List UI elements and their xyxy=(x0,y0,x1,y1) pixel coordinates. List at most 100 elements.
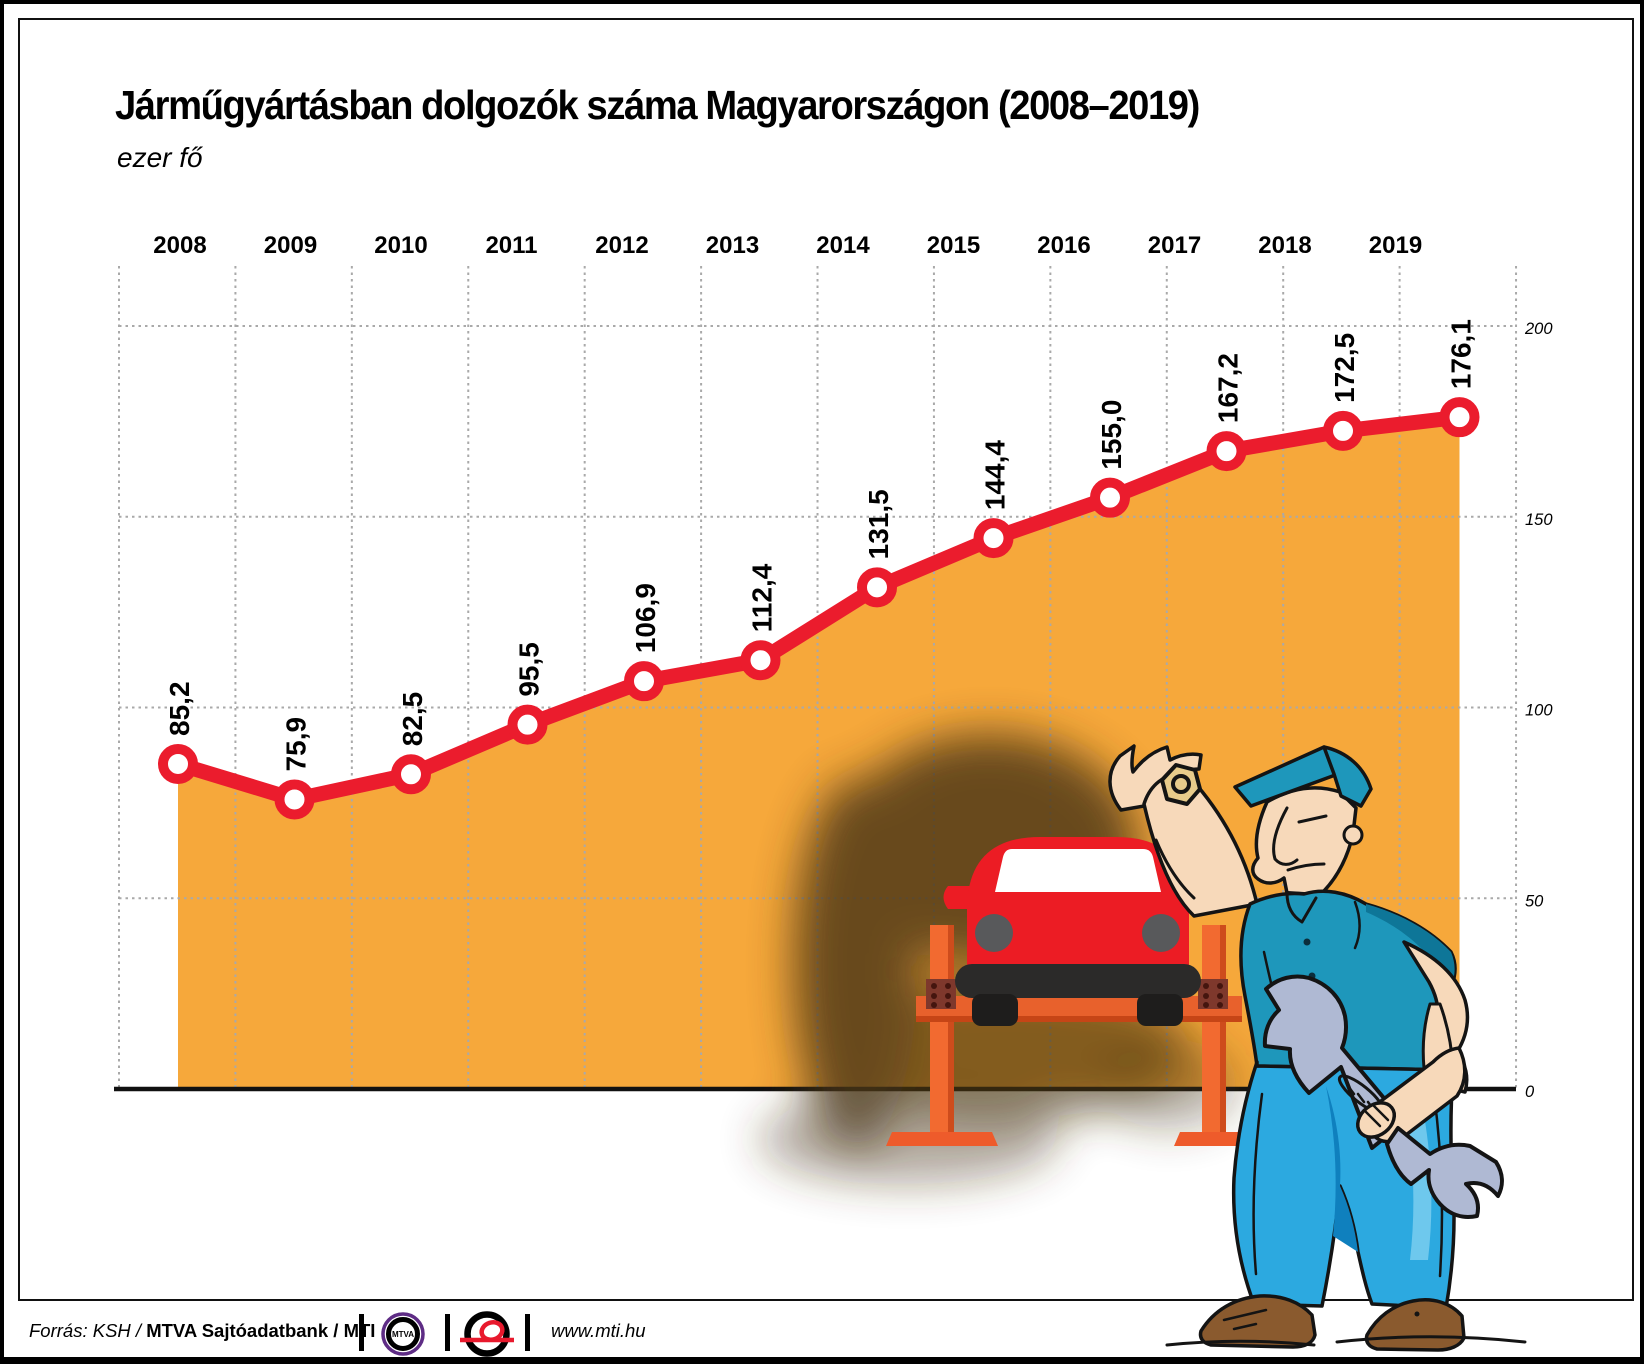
lift-left-foot xyxy=(886,1132,998,1146)
bolt xyxy=(931,983,937,989)
nut-hole xyxy=(1171,774,1191,794)
year-label: 2010 xyxy=(374,232,427,259)
cap-crown xyxy=(1322,745,1373,808)
bolt xyxy=(1203,993,1209,999)
bottom-black-bar xyxy=(4,1357,1640,1360)
footer-separator xyxy=(445,1314,450,1351)
car-headlight-right xyxy=(1142,914,1180,952)
bolt xyxy=(945,983,951,989)
arm-sketch-line xyxy=(1154,838,1196,900)
value-label: 85,2 xyxy=(164,681,195,736)
right-shoe xyxy=(1364,1298,1466,1352)
collar-sketch xyxy=(1285,891,1318,924)
year-label: 2009 xyxy=(264,232,317,259)
car-headlight-left xyxy=(975,914,1013,952)
shadow-blob xyxy=(759,734,1239,1184)
data-point-marker xyxy=(857,567,897,608)
data-point-marker xyxy=(740,640,781,681)
lift-beam-shade xyxy=(916,1016,1242,1022)
year-label: 2008 xyxy=(153,232,206,259)
mti-logo-icon xyxy=(460,1311,514,1357)
ground-line-right xyxy=(1335,1335,1527,1344)
value-label: 167,2 xyxy=(1213,353,1244,423)
data-point-marker xyxy=(274,779,315,820)
bolt xyxy=(945,1002,951,1008)
page-title: Járműgyártásban dolgozók száma Magyarors… xyxy=(115,82,1200,128)
shirt-button xyxy=(1303,938,1311,946)
year-label: 2012 xyxy=(595,232,648,259)
website-link: www.mti.hu xyxy=(551,1320,646,1341)
bolt xyxy=(1203,1002,1209,1008)
nut-hex xyxy=(1160,763,1202,806)
mechanic-nose xyxy=(1272,806,1299,866)
car-bumper xyxy=(955,964,1201,998)
bolt xyxy=(931,993,937,999)
mtva-logo-icon: MTVA xyxy=(381,1312,425,1356)
data-point-marker xyxy=(1090,477,1130,518)
car-illustration xyxy=(943,837,1201,1026)
mechanic-head xyxy=(1233,745,1373,901)
wrench-lower-head xyxy=(1385,1126,1504,1219)
mechanic-brow xyxy=(1297,814,1328,824)
year-label: 2018 xyxy=(1258,232,1311,259)
source-line: Forrás: KSH / MTVA Sajtóadatbank / MTI xyxy=(29,1320,375,1342)
data-point-marker xyxy=(1439,397,1480,438)
value-label: 131,5 xyxy=(863,489,894,559)
value-label: 144,4 xyxy=(980,440,1011,510)
year-label: 2011 xyxy=(485,232,537,259)
value-label: 75,9 xyxy=(281,717,312,772)
y-axis-tick-label: 0 xyxy=(1525,1083,1535,1101)
data-point-marker xyxy=(507,704,548,745)
value-label: 95,5 xyxy=(514,642,545,697)
year-label: 2014 xyxy=(816,232,870,259)
bolt xyxy=(945,993,951,999)
mtva-logo-text: MTVA xyxy=(392,1330,414,1339)
year-label: 2017 xyxy=(1148,232,1201,259)
lift-right-post-shade xyxy=(1220,925,1226,1136)
value-label: 106,9 xyxy=(630,583,661,653)
left-shoe xyxy=(1198,1294,1317,1349)
value-label: 82,5 xyxy=(397,692,428,747)
data-point-marker xyxy=(158,743,198,784)
footer-separator xyxy=(525,1314,530,1351)
mti-logo-o xyxy=(479,1320,505,1342)
data-point-marker xyxy=(1323,410,1363,451)
data-point-marker xyxy=(624,661,664,702)
left-shoe-sketch xyxy=(1222,1308,1268,1331)
car-wheel-right xyxy=(1137,994,1183,1026)
ground-line-left xyxy=(1165,1339,1316,1347)
plot-series: 85,2 75,9 82,5 95,5 106,9 112,4 131,5 144,4 155,… xyxy=(153,232,1553,1101)
source-publisher: MTVA Sajtóadatbank xyxy=(146,1320,329,1341)
footer-separator xyxy=(359,1314,364,1351)
chart: 85,2 75,9 82,5 95,5 106,9 112,4 131,5 144,4 155,… xyxy=(114,232,1553,1352)
year-label: 2013 xyxy=(706,232,759,259)
y-axis-tick-label: 150 xyxy=(1525,511,1553,529)
data-point-marker xyxy=(391,754,431,795)
lift-left-post-shade xyxy=(948,925,954,1136)
year-label: 2016 xyxy=(1037,232,1090,259)
car-wheel-left xyxy=(972,994,1018,1026)
value-label: 112,4 xyxy=(747,563,778,632)
mechanic-shoes xyxy=(1165,1294,1527,1352)
mechanic-raised-arm xyxy=(1108,744,1259,918)
joint-plate xyxy=(1198,979,1228,1009)
y-axis-tick-label: 50 xyxy=(1525,892,1544,910)
chart-unit-label: ezer fő xyxy=(117,142,203,173)
y-axis-tick-label: 200 xyxy=(1524,320,1553,338)
mechanic-mouth xyxy=(1286,862,1326,872)
bolt xyxy=(931,1002,937,1008)
joint-plate xyxy=(926,979,956,1009)
mechanic-illustration xyxy=(1108,744,1527,1352)
source-agency: / MTI xyxy=(328,1320,376,1341)
data-point-marker xyxy=(973,518,1014,559)
mtva-logo-outer-ring xyxy=(381,1312,425,1356)
right-shoe-dot xyxy=(1414,1311,1420,1317)
mti-logo-ring xyxy=(464,1311,510,1357)
y-axis-tick-label: 100 xyxy=(1525,702,1553,720)
car-windshield xyxy=(995,849,1161,892)
value-label: 176,1 xyxy=(1446,319,1477,389)
year-label: 2019 xyxy=(1369,232,1422,259)
nut-icon xyxy=(1160,763,1202,806)
value-label: 155,0 xyxy=(1096,400,1127,470)
